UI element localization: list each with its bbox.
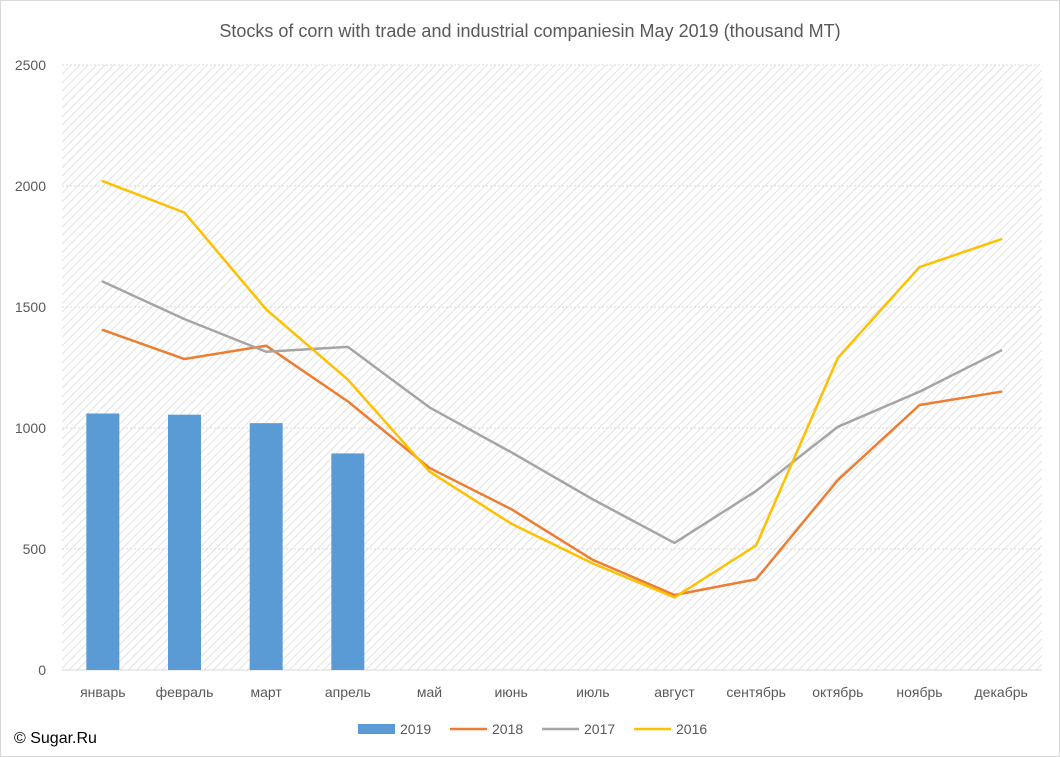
line-2017 [101, 280, 1003, 545]
bar-2019 [168, 414, 201, 670]
y-tick-label: 500 [23, 541, 47, 557]
legend-label-2016: 2016 [676, 721, 707, 737]
x-axis: январь февраль март апрель май июнь июль август… [80, 684, 1028, 700]
gridlines [62, 64, 1042, 671]
y-tick-label: 2500 [15, 57, 46, 73]
x-tick-label: январь [80, 684, 125, 700]
x-tick-label: март [251, 684, 283, 700]
line-series [101, 179, 1003, 599]
copyright-text: © Sugar.Ru [14, 730, 97, 747]
x-tick-label: апрель [325, 684, 371, 700]
x-tick-label: октябрь [812, 684, 863, 700]
x-tick-label: июль [576, 684, 609, 700]
y-tick-label: 1000 [15, 420, 46, 436]
y-tick-label: 1500 [15, 299, 46, 315]
bar-series [86, 413, 365, 670]
line-2016 [101, 179, 1003, 599]
y-axis: 0 500 1000 1500 2000 2500 [15, 57, 46, 678]
plot-area [62, 65, 1042, 670]
legend-label-2019: 2019 [400, 721, 431, 737]
x-tick-label: сентябрь [726, 684, 786, 700]
legend: 2019 2018 2017 2016 [358, 721, 707, 737]
x-tick-label: февраль [156, 684, 214, 700]
x-tick-label: июнь [494, 684, 527, 700]
bar-2019 [86, 413, 120, 670]
legend-label-2018: 2018 [492, 721, 523, 737]
chart-title: Stocks of corn with trade and industrial… [219, 21, 840, 41]
x-tick-label: май [417, 684, 442, 700]
legend-swatch-2019 [358, 724, 395, 734]
bar-2019 [331, 453, 365, 670]
bar-2019 [249, 423, 283, 670]
y-tick-label: 0 [38, 662, 46, 678]
line-2018 [101, 328, 1003, 597]
y-tick-label: 2000 [15, 178, 46, 194]
x-tick-label: ноябрь [896, 684, 942, 700]
x-tick-label: август [654, 684, 695, 700]
x-tick-label: декабрь [975, 684, 1028, 700]
legend-label-2017: 2017 [584, 721, 615, 737]
